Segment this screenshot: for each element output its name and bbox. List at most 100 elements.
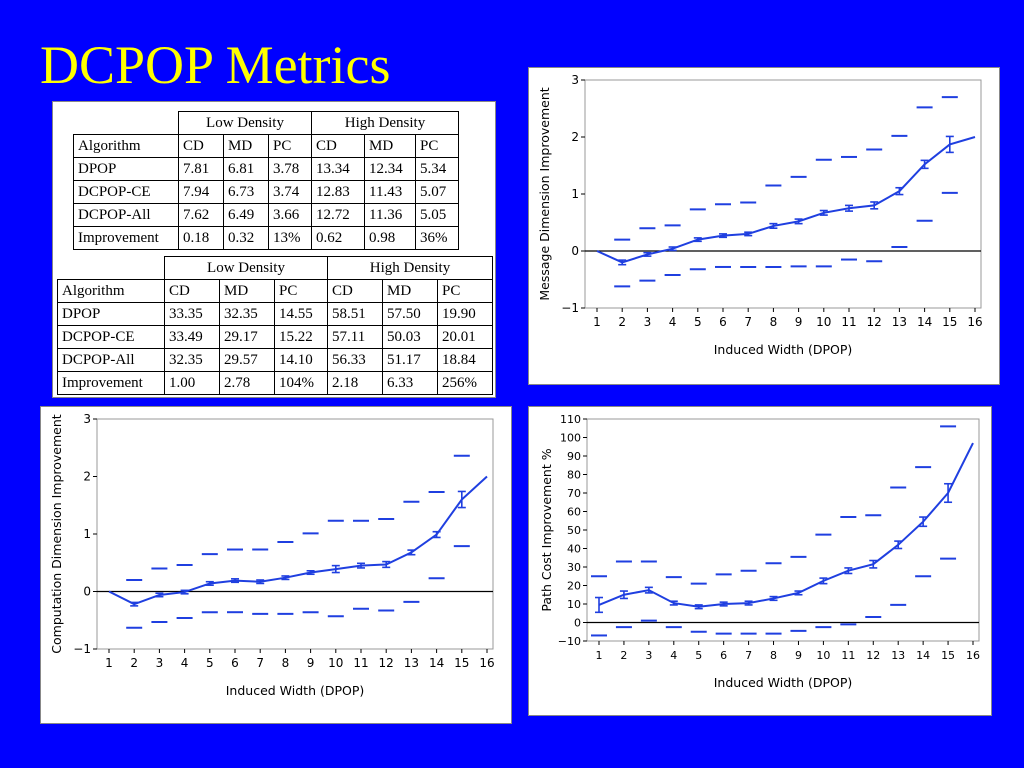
table-column-header: MD [382, 279, 438, 303]
x-tick-label: 16 [966, 649, 980, 662]
table-row: Improvement 0.18 0.32 13% 0.62 0.98 36% [73, 226, 459, 250]
table-row: DCPOP-CE 33.49 29.17 15.22 57.11 50.03 20.01 [57, 325, 493, 349]
table-cell: 5.34 [415, 157, 459, 181]
table-cell: 56.33 [327, 348, 383, 372]
table-cell: DPOP [57, 302, 165, 326]
x-tick-label: 4 [669, 315, 677, 329]
x-tick-label: 13 [892, 315, 907, 329]
x-tick-label: 6 [719, 315, 727, 329]
x-tick-label: 15 [941, 649, 955, 662]
x-tick-label: 13 [404, 656, 419, 670]
table-cell: 256% [437, 371, 493, 395]
x-tick-label: 8 [282, 656, 290, 670]
series-line [598, 442, 974, 608]
table-column-header: CD [164, 279, 220, 303]
table-row: DCPOP-CE 7.94 6.73 3.74 12.83 11.43 5.07 [73, 180, 459, 204]
table-column-header: Algorithm [57, 279, 165, 303]
x-tick-label: 16 [479, 656, 494, 670]
series-line [596, 136, 976, 264]
x-tick-label: 11 [841, 315, 856, 329]
x-axis-label: Induced Width (DPOP) [714, 342, 853, 357]
table-cell: DCPOP-CE [57, 325, 165, 349]
table-cell: 12.83 [311, 180, 365, 204]
x-tick-label: 3 [156, 656, 164, 670]
y-tick-label: 0 [574, 617, 581, 630]
y-tick-label: 0 [571, 244, 579, 258]
table-blank-cell [73, 111, 179, 135]
computation-dimension-chart-panel: −1 0 1 2 3 1 2 3 4 5 6 7 8 9 10 11 12 13 14 15 16 Induced Wid… [40, 406, 512, 724]
table-column-header: Algorithm [73, 134, 179, 158]
series-line [108, 475, 488, 606]
table-column-header: MD [364, 134, 416, 158]
table-cell: 3.66 [268, 203, 312, 227]
table-cell: 20.01 [437, 325, 493, 349]
plot-frame [586, 418, 980, 642]
table-cell: 18.84 [437, 348, 493, 372]
x-tick-label: 5 [694, 315, 702, 329]
table-cell: 33.35 [164, 302, 220, 326]
y-tick-label: 2 [571, 130, 579, 144]
x-tick-label: 12 [379, 656, 394, 670]
table-cell: 12.34 [364, 157, 416, 181]
table-cell: 50.03 [382, 325, 438, 349]
x-tick-label: 9 [307, 656, 315, 670]
table-cell: 3.74 [268, 180, 312, 204]
table-cell: 7.81 [178, 157, 224, 181]
table-cell: 57.50 [382, 302, 438, 326]
x-tick-label: 12 [867, 315, 882, 329]
table-cell: DCPOP-CE [73, 180, 179, 204]
table-cell: 13.34 [311, 157, 365, 181]
table-cell: 57.11 [327, 325, 383, 349]
table-cell: 7.62 [178, 203, 224, 227]
y-tick-label: 100 [560, 432, 581, 445]
table-group-header-row: Low Density High Density [73, 111, 459, 135]
x-tick-label: 13 [891, 649, 905, 662]
y-axis-label: Computation Dimension Improvement [49, 414, 64, 653]
table-cell: 33.49 [164, 325, 220, 349]
table-group-header: Low Density [178, 111, 312, 135]
table-cell: 51.17 [382, 348, 438, 372]
table-cell: 58.51 [327, 302, 383, 326]
table-column-header: PC [415, 134, 459, 158]
x-tick-label: 15 [942, 315, 957, 329]
table-blank-cell [57, 256, 165, 280]
table-group-header: High Density [311, 111, 459, 135]
y-tick-label: 110 [560, 413, 581, 426]
table-column-header: CD [178, 134, 224, 158]
table-cell: 32.35 [219, 302, 275, 326]
table-cell: 5.05 [415, 203, 459, 227]
table-cell: 11.36 [364, 203, 416, 227]
x-tick-label: 8 [770, 315, 778, 329]
plot-frame [584, 79, 982, 309]
y-tick-label: 3 [571, 73, 579, 87]
table-cell: 2.78 [219, 371, 275, 395]
x-tick-label: 15 [454, 656, 469, 670]
y-tick-label: −1 [73, 642, 91, 656]
plot-frame [96, 418, 494, 650]
table-cell: 36% [415, 226, 459, 250]
table-cell: 13% [268, 226, 312, 250]
x-tick-label: 11 [353, 656, 368, 670]
table-cell: 14.10 [274, 348, 328, 372]
y-tick-label: 1 [83, 527, 91, 541]
y-tick-label: 40 [567, 543, 581, 556]
table-cell: 14.55 [274, 302, 328, 326]
x-tick-label: 4 [670, 649, 677, 662]
table-column-header-row: Algorithm CD MD PC CD MD PC [73, 134, 459, 158]
low-high-density-table-1: Low Density High Density Algorithm CD MD PC CD… [73, 111, 459, 250]
table-cell: 32.35 [164, 348, 220, 372]
table-column-header: CD [311, 134, 365, 158]
table-group-header: High Density [327, 256, 493, 280]
table-group-header-row: Low Density High Density [57, 256, 493, 280]
x-tick-label: 11 [841, 649, 855, 662]
x-tick-label: 9 [795, 649, 802, 662]
x-tick-label: 3 [645, 649, 652, 662]
x-tick-label: 8 [770, 649, 777, 662]
y-tick-label: −1 [561, 301, 579, 315]
x-tick-label: 10 [816, 315, 831, 329]
y-tick-label: 1 [571, 187, 579, 201]
y-tick-label: 90 [567, 450, 581, 463]
x-tick-label: 10 [328, 656, 343, 670]
